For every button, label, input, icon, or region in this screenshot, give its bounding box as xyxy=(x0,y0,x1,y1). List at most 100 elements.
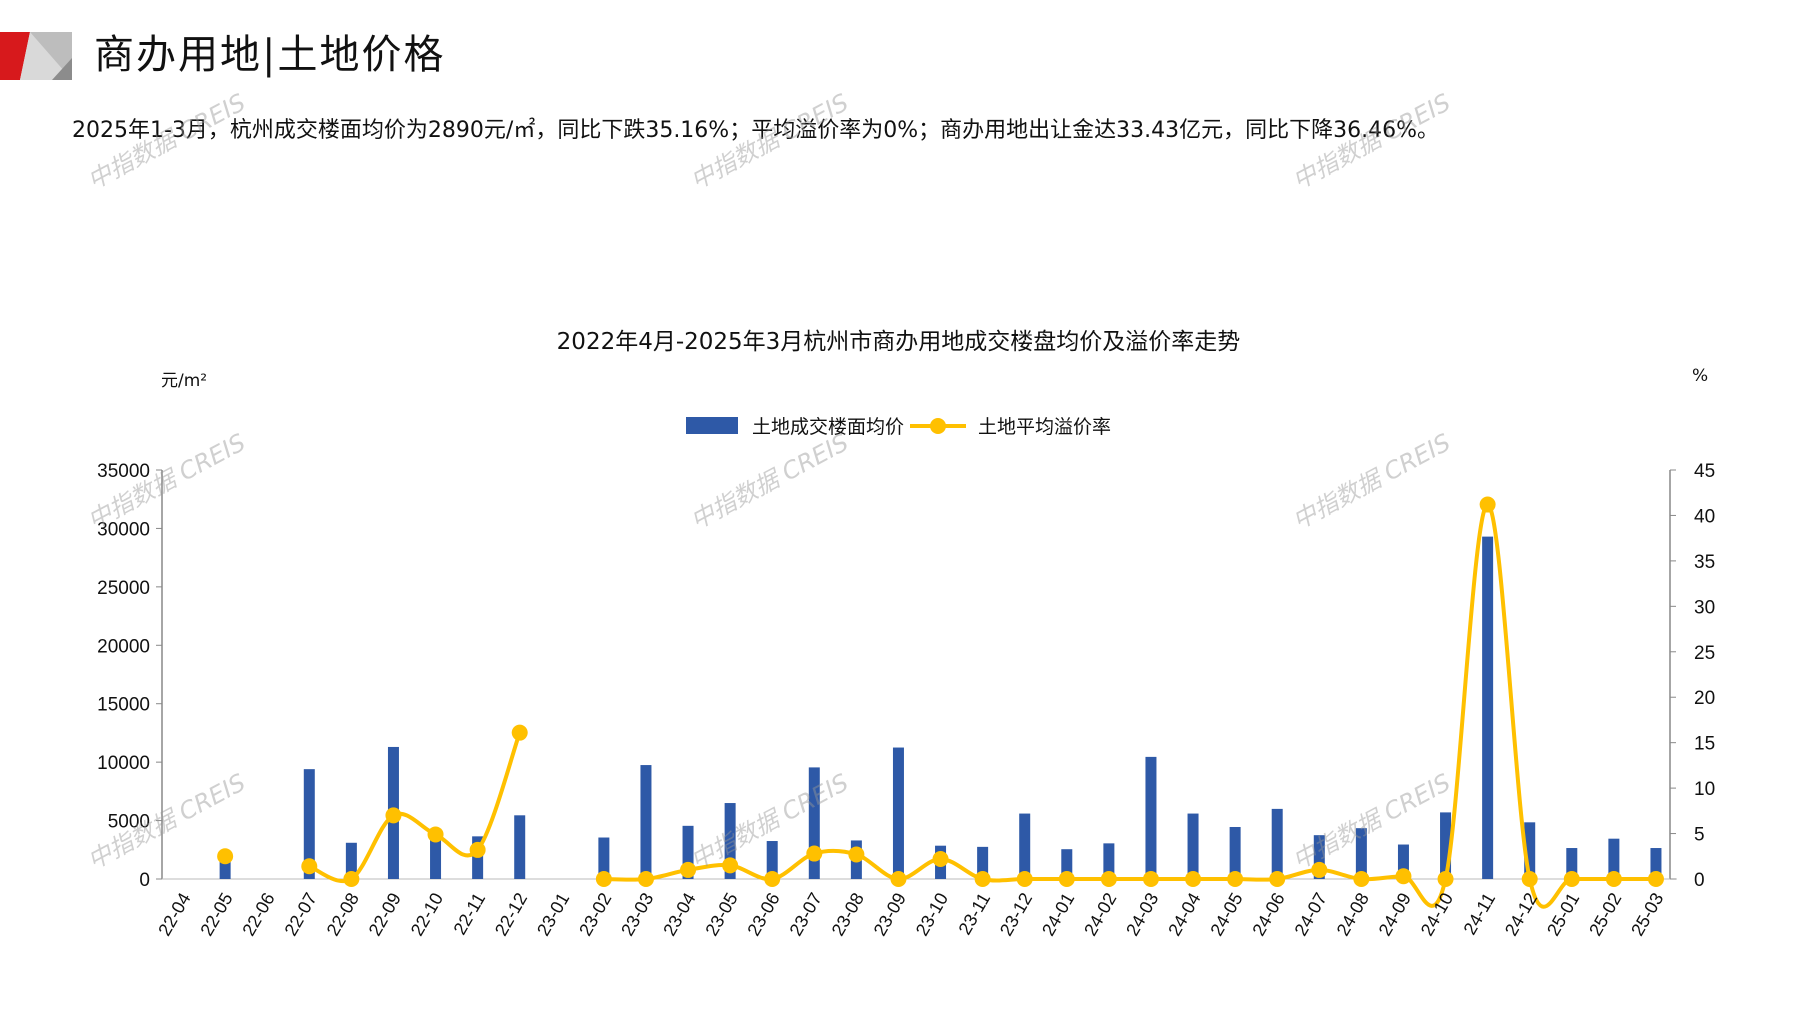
rate-point-25-01 xyxy=(1563,871,1580,887)
bar-23-06 xyxy=(766,841,778,879)
x-tick-label: 22-05 xyxy=(196,889,236,939)
x-tick-label: 24-06 xyxy=(1248,889,1288,939)
chart-title: 2022年4月-2025年3月杭州市商办用地成交楼盘均价及溢价率走势 xyxy=(556,329,1241,355)
bar-25-01 xyxy=(1566,848,1578,879)
rate-point-22-05 xyxy=(217,848,234,865)
bar-23-09 xyxy=(892,747,904,879)
bar-22-07 xyxy=(303,769,315,879)
x-tick-label: 22-07 xyxy=(281,889,321,939)
x-tick-label: 23-08 xyxy=(828,889,868,939)
rate-point-23-09 xyxy=(890,871,907,887)
x-tick-label: 24-08 xyxy=(1333,889,1373,939)
rate-point-22-10 xyxy=(427,826,444,843)
x-tick-label: 23-03 xyxy=(617,889,657,939)
bar-23-11 xyxy=(977,846,989,879)
y-left-tick-label: 5000 xyxy=(108,812,150,833)
bar-23-12 xyxy=(1019,813,1031,879)
x-tick-label: 22-06 xyxy=(238,889,278,939)
x-tick-label: 24-05 xyxy=(1206,889,1246,939)
x-tick-label: 22-12 xyxy=(491,889,531,939)
y-right-tick-label: 25 xyxy=(1694,643,1715,664)
y-right-tick-label: 20 xyxy=(1694,688,1715,709)
rate-point-23-08 xyxy=(848,846,865,863)
x-tick-label: 22-04 xyxy=(154,889,194,939)
bar-24-10 xyxy=(1440,812,1452,879)
bar-23-02 xyxy=(598,837,610,879)
rate-point-23-11 xyxy=(974,871,991,887)
bar-24-04 xyxy=(1187,813,1199,879)
x-tick-label: 24-03 xyxy=(1122,889,1162,939)
x-tick-label: 23-12 xyxy=(996,889,1036,939)
y-right-tick-label: 40 xyxy=(1694,506,1715,527)
rate-point-24-01 xyxy=(1058,871,1075,887)
x-tick-label: 25-02 xyxy=(1585,889,1625,939)
rate-point-24-03 xyxy=(1142,871,1159,887)
y-right-tick-label: 0 xyxy=(1694,870,1705,891)
bar-24-06 xyxy=(1271,808,1283,879)
x-tick-label: 22-10 xyxy=(407,889,447,939)
bar-23-04 xyxy=(682,825,694,879)
x-tick-label: 23-07 xyxy=(786,889,826,939)
bar-22-08 xyxy=(345,842,357,879)
rate-point-23-05 xyxy=(722,857,739,874)
bar-23-07 xyxy=(808,767,820,879)
bar-24-03 xyxy=(1145,756,1157,879)
x-tick-label: 22-09 xyxy=(365,889,405,939)
rate-point-24-07 xyxy=(1311,861,1328,878)
legend-bar-swatch xyxy=(685,417,738,434)
rate-point-24-04 xyxy=(1185,871,1202,887)
rate-point-22-09 xyxy=(385,807,402,824)
y-left-tick-label: 25000 xyxy=(97,578,150,599)
bar-24-01 xyxy=(1061,849,1073,879)
y-right-tick-label: 45 xyxy=(1694,461,1715,482)
rate-point-24-02 xyxy=(1100,871,1117,887)
premium-rate-line xyxy=(308,731,522,883)
x-tick-label: 24-09 xyxy=(1375,889,1415,939)
rate-point-23-12 xyxy=(1016,871,1033,887)
y-left-tick-label: 20000 xyxy=(97,636,150,657)
x-tick-label: 24-11 xyxy=(1460,889,1500,938)
bar-24-07 xyxy=(1313,835,1325,879)
rate-point-24-09 xyxy=(1395,868,1412,885)
rate-point-24-05 xyxy=(1227,871,1244,887)
bar-24-02 xyxy=(1103,843,1115,879)
bar-24-11 xyxy=(1482,536,1494,879)
x-tick-label: 23-01 xyxy=(533,889,573,939)
y-right-tick-label: 15 xyxy=(1694,734,1715,755)
bar-22-05 xyxy=(219,861,231,879)
y-right-tick-label: 10 xyxy=(1694,779,1715,800)
rate-point-23-06 xyxy=(764,871,781,887)
legend-line-swatch xyxy=(910,414,966,438)
y-right-tick-label: 30 xyxy=(1694,597,1715,618)
rate-point-24-10 xyxy=(1437,871,1454,887)
rate-point-23-07 xyxy=(806,845,823,862)
x-tick-label: 23-11 xyxy=(955,889,995,938)
rate-point-22-07 xyxy=(301,858,318,875)
x-tick-label: 24-04 xyxy=(1164,889,1204,939)
bar-24-12 xyxy=(1524,822,1536,879)
x-tick-label: 24-07 xyxy=(1291,889,1331,939)
x-tick-label: 24-01 xyxy=(1038,889,1078,939)
x-tick-label: 23-06 xyxy=(743,889,783,939)
rate-point-22-11 xyxy=(469,841,486,858)
rate-point-25-02 xyxy=(1605,871,1622,887)
rate-point-25-03 xyxy=(1647,871,1664,887)
rate-point-24-06 xyxy=(1269,871,1286,887)
x-tick-label: 22-11 xyxy=(450,889,490,938)
summary-text: 2025年1-3月，杭州成交楼面均价为2890元/㎡，同比下跌35.16%；平均… xyxy=(72,118,1439,143)
rate-point-24-12 xyxy=(1521,871,1538,887)
bar-23-03 xyxy=(640,765,652,879)
y-left-tick-label: 0 xyxy=(139,870,150,891)
rate-point-23-03 xyxy=(637,871,654,887)
rate-point-23-04 xyxy=(680,861,697,878)
rate-point-23-10 xyxy=(932,851,949,868)
x-tick-label: 23-02 xyxy=(575,889,615,939)
y-left-tick-label: 10000 xyxy=(97,753,150,774)
bar-24-09 xyxy=(1397,844,1409,879)
bar-23-05 xyxy=(724,803,736,879)
x-tick-label: 25-01 xyxy=(1543,889,1583,939)
legend-bar-label: 土地成交楼面均价 xyxy=(751,416,904,438)
bar-25-03 xyxy=(1650,848,1662,879)
y-left-tick-label: 30000 xyxy=(97,519,150,540)
bar-22-12 xyxy=(514,815,526,879)
